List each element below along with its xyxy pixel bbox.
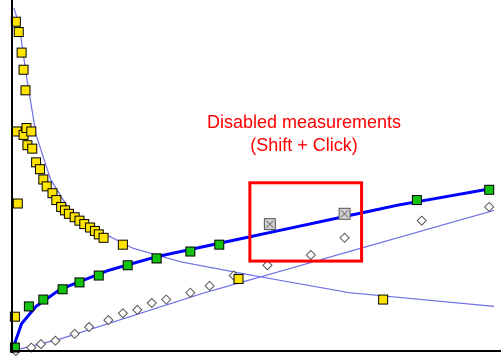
green-square-marker[interactable] — [185, 246, 196, 257]
green-square-marker[interactable] — [38, 294, 49, 305]
white-diamond-marker[interactable] — [204, 280, 215, 292]
green-rising-line — [10, 186, 495, 352]
white-diamond-marker[interactable] — [50, 335, 61, 346]
fit-lines — [10, 7, 495, 352]
green-square-marker[interactable] — [57, 284, 68, 295]
white-diamond-marker[interactable] — [132, 304, 143, 316]
green-square-marker[interactable] — [9, 342, 20, 353]
white-diamond-marker[interactable] — [262, 260, 273, 271]
green-square-marker[interactable] — [411, 195, 422, 206]
green-square-marker[interactable] — [214, 239, 225, 250]
white-diamond-marker[interactable] — [69, 328, 80, 340]
white-diamond-marker[interactable] — [339, 232, 350, 244]
yellow-square-marker[interactable] — [117, 239, 128, 250]
white-diamond-marker[interactable] — [83, 321, 95, 333]
white-diamond-marker[interactable] — [161, 294, 172, 305]
disabled-marker-cross-icon — [340, 209, 349, 218]
white-diamond-marker[interactable] — [35, 338, 47, 350]
yellow-square-marker[interactable] — [41, 181, 52, 192]
yellow-square-marker[interactable] — [12, 198, 23, 209]
disabled-marker-cross-icon — [266, 220, 274, 228]
yellow-square-marker[interactable] — [20, 85, 31, 96]
data-markers — [9, 16, 495, 357]
yellow-square-marker[interactable] — [26, 126, 37, 137]
axes — [11, 0, 501, 353]
yellow-square-marker[interactable] — [34, 164, 45, 175]
yellow-square-marker[interactable] — [13, 27, 24, 38]
green-square-marker[interactable] — [74, 277, 85, 288]
white-diamond-marker[interactable] — [483, 201, 495, 213]
yellow-square-marker[interactable] — [16, 47, 27, 58]
yellow-square-marker[interactable] — [98, 232, 109, 243]
white-diamond-marker[interactable] — [305, 249, 317, 261]
white-diamond-marker[interactable] — [26, 342, 37, 353]
green-square-marker[interactable] — [484, 184, 495, 195]
disabled-measurements-box[interactable] — [248, 181, 364, 263]
white-diamond-marker[interactable] — [185, 287, 196, 298]
green-square-marker[interactable] — [23, 301, 34, 312]
yellow-square-marker[interactable] — [27, 143, 38, 154]
annotation-title: Disabled measurements — [207, 112, 401, 132]
green-square-marker[interactable] — [122, 260, 133, 271]
white-diamond-marker[interactable] — [103, 314, 114, 326]
white-diamond-marker[interactable] — [146, 297, 157, 309]
annotation-subtitle: (Shift + Click) — [250, 135, 358, 155]
green-square-marker[interactable] — [151, 253, 162, 264]
yellow-square-marker[interactable] — [9, 311, 20, 322]
yellow-square-marker[interactable] — [233, 273, 244, 284]
green-square-marker[interactable] — [93, 270, 104, 281]
white-diamond-marker[interactable] — [416, 215, 427, 226]
yellow-square-marker[interactable] — [378, 294, 389, 305]
yellow-square-marker[interactable] — [18, 64, 29, 75]
white-diamond-marker[interactable] — [117, 308, 129, 319]
annotation-disabled-measurements: Disabled measurements (Shift + Click) — [207, 112, 401, 263]
